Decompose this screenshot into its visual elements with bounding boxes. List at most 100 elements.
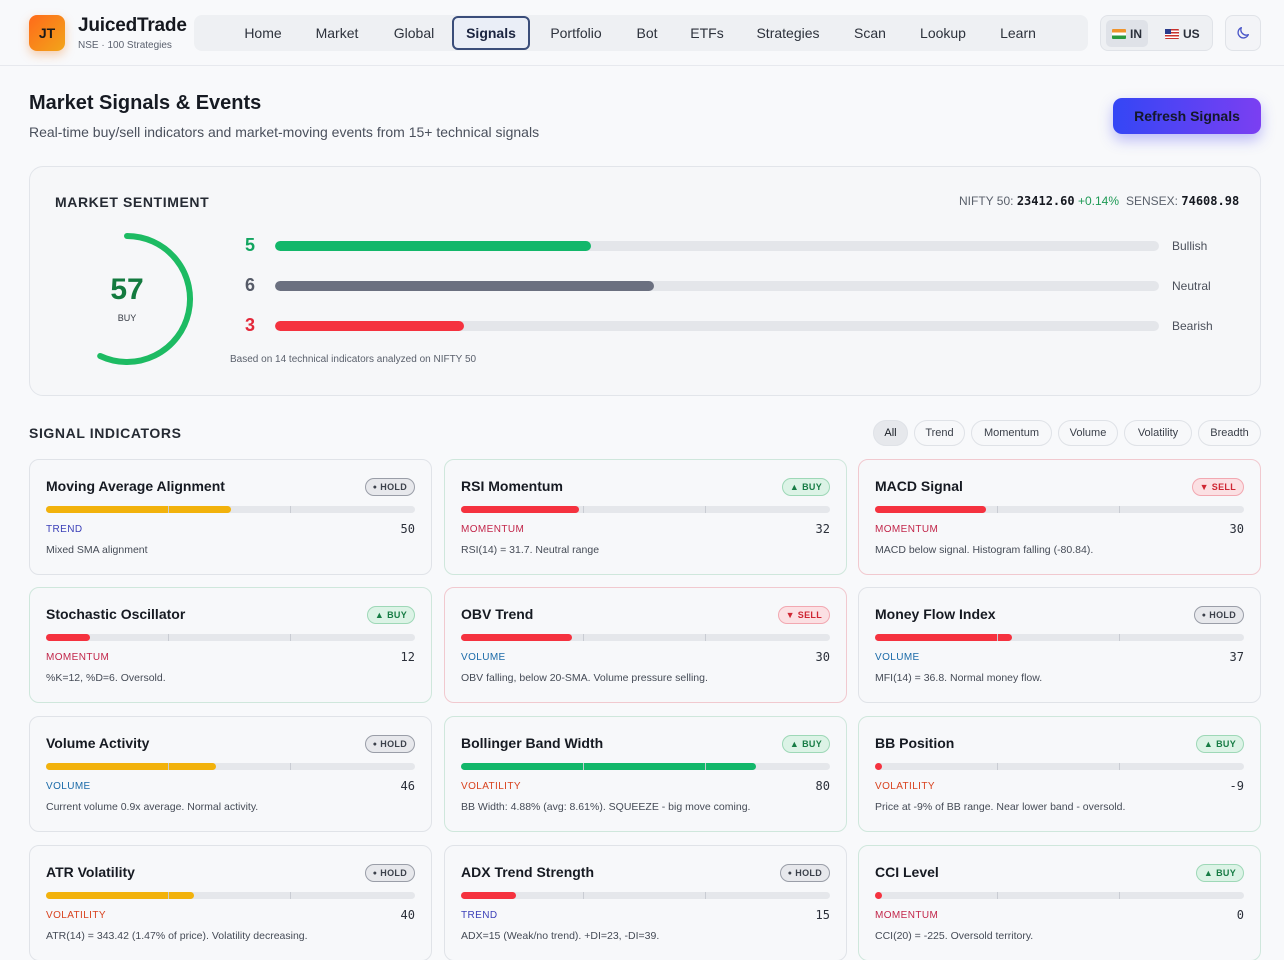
signal-description: %K=12, %D=6. Oversold. (46, 672, 166, 684)
triangle-up-icon: ▲ (789, 482, 800, 492)
score-tick (1118, 892, 1120, 899)
signal-value: 37 (1229, 650, 1244, 664)
signal-card[interactable]: Moving Average Alignment ● HOLD TREND 50 Mixe… (29, 459, 432, 575)
nav-strategies[interactable]: Strategies (756, 25, 820, 41)
signal-score-bar (875, 892, 1244, 899)
filter-momentum[interactable]: Momentum (971, 420, 1052, 446)
triangle-up-icon: ▲ (1203, 868, 1214, 878)
signal-card[interactable]: BB Position ▲ BUY VOLATILITY -9 Price at -9% … (858, 716, 1261, 832)
signal-badge: ● HOLD (364, 864, 415, 882)
sensex-label: SENSEX: (1126, 194, 1179, 208)
neutral-bar-fill (275, 281, 654, 291)
signal-badge-label: HOLD (1209, 610, 1236, 620)
sentiment-gauge-arc (97, 233, 193, 365)
score-tick (167, 634, 169, 641)
signal-score-bar (875, 634, 1244, 641)
score-tick (1118, 634, 1120, 641)
filter-volatility[interactable]: Volatility (1124, 420, 1192, 446)
score-tick (289, 763, 291, 770)
signal-card-name: Volume Activity (46, 735, 150, 751)
nav-scan[interactable]: Scan (854, 25, 886, 41)
signal-category: VOLUME (875, 652, 920, 663)
score-tick (704, 506, 706, 513)
signal-description: Price at -9% of BB range. Near lower ban… (875, 801, 1126, 813)
signal-card[interactable]: MACD Signal ▼ SELL MOMENTUM 30 MACD below sig… (858, 459, 1261, 575)
score-tick (582, 634, 584, 641)
filter-breadth[interactable]: Breadth (1198, 420, 1261, 446)
refresh-signals-button[interactable]: Refresh Signals (1113, 98, 1261, 134)
signal-score-bar (46, 634, 415, 641)
nav-signals[interactable]: Signals (452, 16, 530, 50)
nav-learn[interactable]: Learn (1000, 25, 1036, 41)
filter-trend[interactable]: Trend (914, 420, 965, 446)
triangle-up-icon: ▲ (374, 610, 385, 620)
nav-home[interactable]: Home (244, 25, 282, 41)
signal-score-bar (46, 763, 415, 770)
signal-card[interactable]: Stochastic Oscillator ▲ BUY MOMENTUM 12 %K=12… (29, 587, 432, 703)
signal-card[interactable]: Money Flow Index ● HOLD VOLUME 37 MFI(14) = 3… (858, 587, 1261, 703)
market-us-button[interactable]: US (1159, 20, 1206, 47)
main-nav: Home Market Global Signals Portfolio Bot… (194, 15, 1088, 51)
score-tick (289, 892, 291, 899)
bullish-bar-fill (275, 241, 591, 251)
sentiment-gauge (97, 233, 193, 365)
signal-value: 30 (815, 650, 830, 664)
neutral-label: Neutral (1172, 279, 1211, 293)
signal-badge-label: HOLD (795, 868, 822, 878)
signal-badge-label: HOLD (380, 739, 407, 749)
score-tick (1118, 506, 1120, 513)
nav-global[interactable]: Global (393, 25, 435, 41)
signal-badge-label: BUY (1216, 868, 1236, 878)
signal-score-fill (875, 763, 882, 770)
filter-volume[interactable]: Volume (1058, 420, 1118, 446)
score-tick (996, 892, 998, 899)
signal-description: MFI(14) = 36.8. Normal money flow. (875, 672, 1043, 684)
nav-portfolio[interactable]: Portfolio (550, 25, 602, 41)
score-tick (996, 763, 998, 770)
signal-category: TREND (461, 910, 498, 921)
signal-score-bar (46, 506, 415, 513)
nifty-change: +0.14% (1077, 194, 1119, 208)
signal-card[interactable]: ATR Volatility ● HOLD VOLATILITY 40 ATR(14) =… (29, 845, 432, 960)
market-in-button[interactable]: IN (1106, 20, 1148, 47)
signal-category: VOLATILITY (46, 910, 106, 921)
signal-score-fill (46, 634, 91, 641)
signal-badge: ▲ BUY (1195, 864, 1244, 882)
bullish-bar (275, 241, 1159, 251)
nav-etfs[interactable]: ETFs (690, 25, 724, 41)
signal-card[interactable]: CCI Level ▲ BUY MOMENTUM 0 CCI(20) = -225. Ov… (858, 845, 1261, 960)
market-us-label: US (1183, 26, 1200, 41)
neutral-bar (275, 281, 1159, 291)
app-logo[interactable]: JT (29, 15, 65, 51)
signal-score-fill (461, 506, 580, 513)
signal-badge: ● HOLD (779, 864, 830, 882)
triangle-up-icon: ▲ (789, 739, 800, 749)
market-in-label: IN (1130, 26, 1142, 41)
theme-toggle-button[interactable] (1225, 15, 1261, 51)
signal-description: ADX=15 (Weak/no trend). +DI=23, -DI=39. (461, 930, 660, 942)
signal-category: MOMENTUM (875, 910, 939, 921)
top-nav-bar: JT JuicedTrade NSE · 100 Strategies Home… (0, 0, 1284, 66)
signal-badge: ● HOLD (364, 735, 415, 753)
signal-card[interactable]: ADX Trend Strength ● HOLD TREND 15 ADX=15 (We… (444, 845, 847, 960)
signal-score-bar (875, 506, 1244, 513)
signal-card[interactable]: RSI Momentum ▲ BUY MOMENTUM 32 RSI(14) = 31.7… (444, 459, 847, 575)
signal-category: VOLUME (461, 652, 506, 663)
signal-card[interactable]: Volume Activity ● HOLD VOLUME 46 Current volu… (29, 716, 432, 832)
signal-score-bar (461, 506, 830, 513)
signal-score-fill (46, 506, 231, 513)
signal-card[interactable]: Bollinger Band Width ▲ BUY VOLATILITY 80 BB W… (444, 716, 847, 832)
score-tick (167, 892, 169, 899)
market-switcher: IN US (1100, 15, 1213, 51)
signal-score-fill (461, 892, 517, 899)
signal-score-bar (461, 892, 830, 899)
nav-bot[interactable]: Bot (636, 25, 658, 41)
signal-score-bar (875, 763, 1244, 770)
nav-market[interactable]: Market (315, 25, 359, 41)
signal-value: 80 (815, 779, 830, 793)
nav-lookup[interactable]: Lookup (920, 25, 966, 41)
signal-description: CCI(20) = -225. Oversold territory. (875, 930, 1034, 942)
signal-card[interactable]: OBV Trend ▼ SELL VOLUME 30 OBV falling, below… (444, 587, 847, 703)
filter-all[interactable]: All (873, 420, 908, 446)
signal-card-name: ADX Trend Strength (461, 864, 595, 880)
